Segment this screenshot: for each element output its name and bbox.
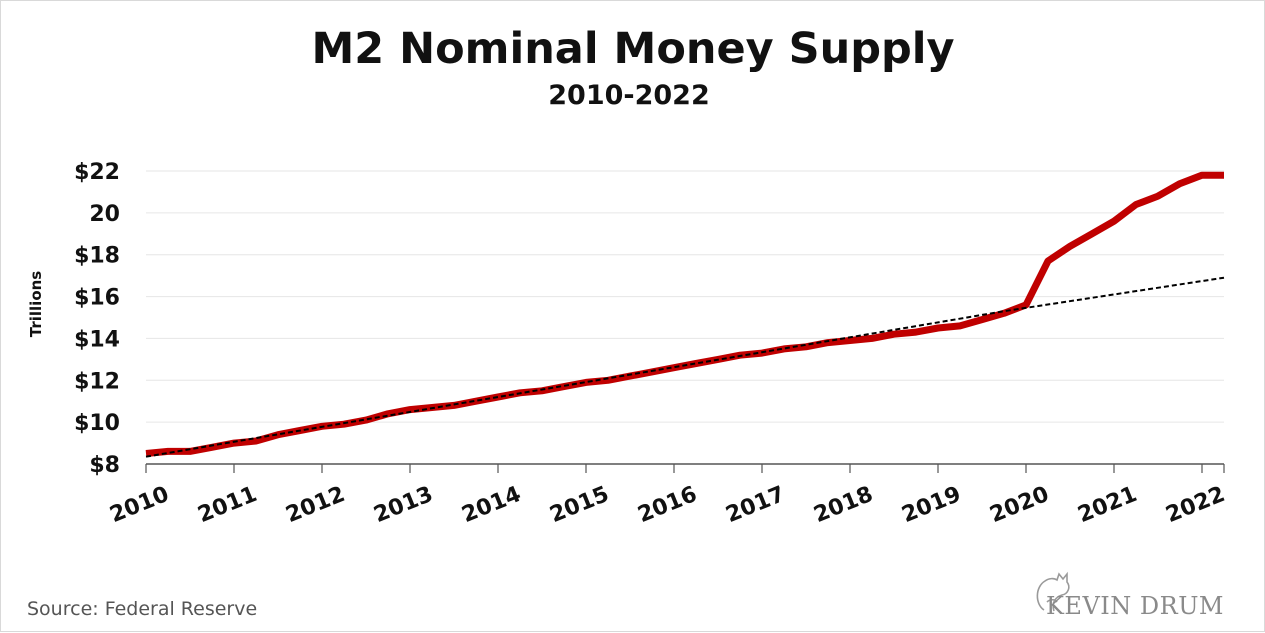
x-tick-label: 2017 [722,482,788,528]
y-axis-label: Trillions [27,271,45,338]
x-tick-label: 2021 [1074,482,1140,528]
x-tick-label: 2011 [194,482,260,528]
y-tick-label: $12 [74,369,120,394]
series-line-m2 [145,171,1224,457]
x-tick-label: 2010 [106,482,172,528]
series-line-trend [145,276,1225,458]
source-note: Source: Federal Reserve [27,598,257,620]
x-tick-label: 2020 [986,482,1052,528]
gridlines [146,170,1224,423]
cat-icon [1036,571,1070,612]
x-tick-label: 2018 [810,482,876,528]
y-tick-label: $16 [74,286,120,311]
y-tick-label: $14 [74,327,120,352]
chart-title: M2 Nominal Money Supply [311,24,954,74]
y-tick-label: $10 [74,411,120,436]
chart-subtitle: 2010-2022 [548,80,710,111]
x-tick-labels: 2010 2011 2012 2013 2014 2015 2016 2017 2018 2019… [106,482,1228,528]
x-tick-label: 2013 [370,482,436,528]
y-tick-label: $22 [74,160,120,185]
y-tick-label: $18 [74,244,120,269]
series-lines [145,171,1225,458]
kevin-drum-logo: KEVIN DRUM [1036,571,1224,620]
x-tick-label: 2012 [282,482,348,528]
x-tick-label: 2022 [1162,482,1228,528]
x-tick-label: 2016 [634,482,700,528]
y-tick-label: 20 [89,202,120,227]
x-tick-label: 2019 [898,482,964,528]
x-tick-label: 2014 [458,482,524,528]
x-axis [145,463,1225,473]
x-tick-label: 2015 [546,482,612,528]
y-tick-label: $8 [89,453,120,478]
y-tick-labels: $22 20 $18 $16 $14 $12 $10 $8 [74,160,120,478]
logo-text: KEVIN DRUM [1046,592,1224,620]
